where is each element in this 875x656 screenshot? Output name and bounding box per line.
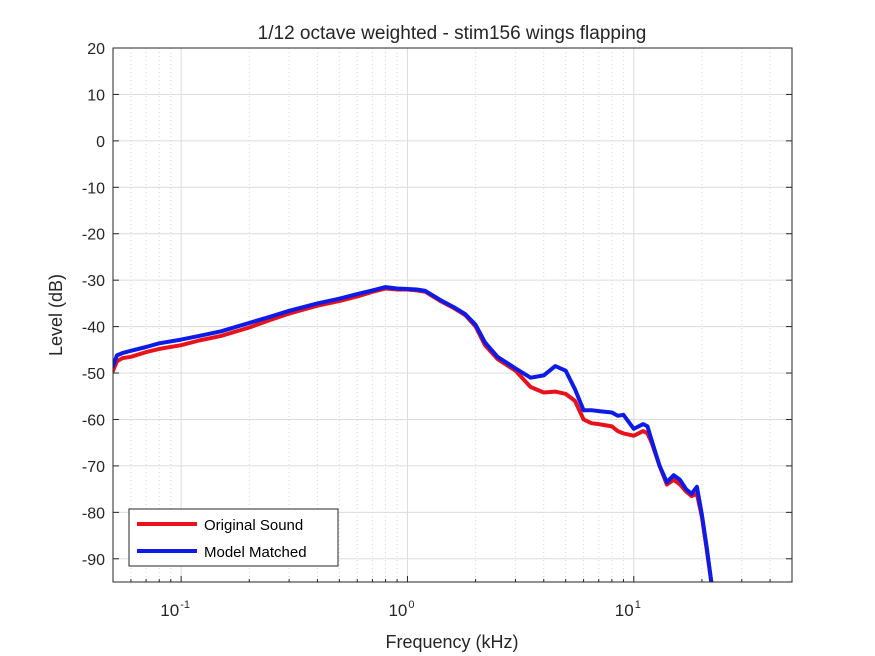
plot-box — [112, 47, 793, 583]
y-tick-label: 20 — [87, 41, 105, 58]
y-tick-label: 10 — [87, 87, 105, 104]
series-line-model-matched — [113, 285, 714, 582]
y-tick-label: -20 — [82, 227, 105, 244]
y-axis-label: Level (dB) — [46, 274, 66, 356]
x-tick-label: 10-1 — [160, 599, 190, 620]
legend-box — [128, 508, 339, 567]
y-tick-label: -90 — [82, 552, 105, 569]
legend-label-model-matched: Model Matched — [204, 544, 307, 561]
x-tick-label: 100 — [388, 599, 414, 620]
y-tick-label: -10 — [82, 180, 105, 197]
legend: Original Sound Model Matched — [128, 508, 339, 567]
y-tick-label: -30 — [82, 273, 105, 290]
y-tick-label: 0 — [96, 134, 105, 151]
legend-label-original-sound: Original Sound — [204, 517, 303, 534]
x-tick-label: 101 — [615, 599, 641, 620]
series-lines — [113, 285, 714, 582]
y-tick-label: -60 — [82, 412, 105, 429]
chart-title: 1/12 octave weighted - stim156 wings fla… — [258, 23, 647, 44]
grid — [113, 47, 792, 582]
plot-area — [113, 48, 792, 582]
y-tick-label: -70 — [82, 459, 105, 476]
y-tick-label: -50 — [82, 366, 105, 383]
x-axis-label: Frequency (kHz) — [385, 632, 518, 652]
y-tick-label: -40 — [82, 320, 105, 337]
y-tick-label: -80 — [82, 505, 105, 522]
